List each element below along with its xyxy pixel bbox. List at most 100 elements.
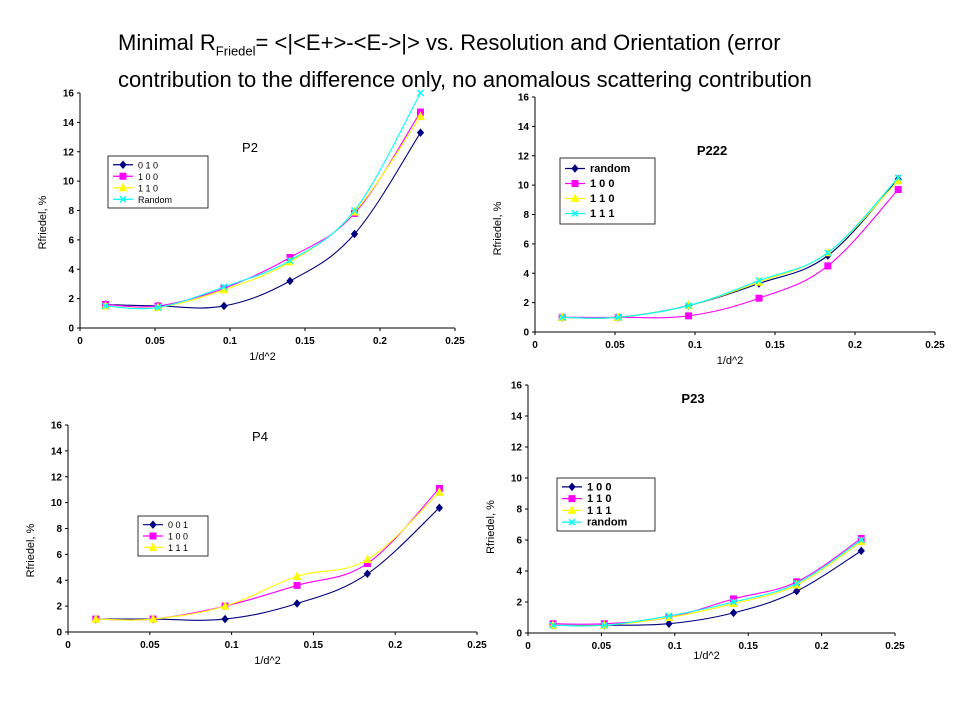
- data-point: [154, 303, 162, 311]
- x-tick-label: 0: [77, 336, 83, 347]
- legend-marker: [570, 193, 580, 202]
- title-prefix: Minimal R: [118, 30, 216, 55]
- x-tick-label: 0.15: [295, 336, 315, 347]
- data-point: [350, 206, 359, 215]
- y-tick-label: 0: [68, 324, 74, 335]
- data-point: [824, 249, 832, 257]
- series-1: [549, 534, 865, 628]
- y-tick-label: 14: [51, 446, 63, 457]
- data-point: [614, 313, 622, 321]
- legend-label: 0 0 1: [168, 520, 188, 530]
- data-point: [416, 89, 425, 97]
- chart-3: 0 2 4 6 8 10 12 14 16 0 0.05 0.1 0.15 0.2 0.25 1/d^2 Rfr…: [485, 381, 905, 663]
- data-point: [894, 186, 902, 194]
- series-2: [548, 536, 866, 629]
- legend: 0 1 0 1 0 01 1 0 Random: [107, 155, 209, 209]
- legend-label: 1 0 0: [168, 532, 188, 542]
- x-tick-label: 0.05: [145, 336, 165, 347]
- series-3: [558, 174, 902, 321]
- data-point: [755, 294, 763, 302]
- data-point: [729, 608, 738, 618]
- data-point: [286, 256, 294, 264]
- legend-marker: [149, 532, 157, 540]
- legend-label: 1 1 1: [168, 543, 188, 553]
- data-point: [729, 598, 738, 606]
- x-tick-label: 0.1: [668, 641, 682, 652]
- y-tick-label: 12: [518, 151, 530, 162]
- series-line: [105, 116, 421, 310]
- y-axis-label: Rfriedel, %: [25, 523, 37, 577]
- y-tick-label: 8: [516, 505, 522, 516]
- data-point: [894, 174, 902, 182]
- x-tick-label: 0: [525, 641, 531, 652]
- y-tick-label: 10: [511, 474, 523, 485]
- series-line: [552, 550, 862, 626]
- data-point: [665, 612, 673, 620]
- chart-0: 0 2 4 6 8 10 12 14 16 0 0.05 0.1 0.15 0.2 0.25 1/d^2 Rfr…: [37, 89, 465, 364]
- data-point: [857, 546, 865, 556]
- data-point: [665, 619, 673, 628]
- x-tick-label: 0.15: [765, 340, 785, 351]
- data-point: [549, 621, 557, 629]
- legend-marker: [568, 495, 576, 503]
- y-tick-label: 4: [523, 269, 529, 280]
- data-point: [824, 262, 832, 270]
- legend-label: 1 1 1: [587, 505, 611, 517]
- x-tick-label: 0: [532, 340, 538, 351]
- legend-label: 1 1 0: [138, 183, 158, 193]
- legend-marker: [119, 195, 127, 203]
- data-point: [792, 586, 801, 596]
- x-tick-label: 0.15: [304, 640, 324, 651]
- legend: random 1 0 0 1 1 0 1 1 1: [559, 157, 656, 225]
- legend-label: 1 1 0: [587, 493, 611, 505]
- y-axis-label: Rfriedel, %: [37, 195, 49, 249]
- series-3: [549, 536, 865, 629]
- series-line: [552, 539, 862, 627]
- series-2: [91, 487, 444, 623]
- data-point: [220, 601, 230, 610]
- legend-label: 1 0 0: [587, 481, 611, 493]
- data-point: [91, 613, 101, 623]
- y-tick-label: 16: [511, 381, 523, 392]
- x-tick-label: 0.15: [738, 641, 758, 652]
- data-point: [293, 581, 301, 589]
- legend-label: random: [590, 163, 631, 175]
- x-tick-label: 0.1: [688, 340, 702, 351]
- data-point: [292, 571, 302, 580]
- y-tick-label: 4: [516, 567, 522, 578]
- series-3: [101, 89, 425, 311]
- y-tick-label: 10: [63, 177, 75, 188]
- title-suffix: = <|<E+>-<E->|> vs. Resolution and Orien…: [118, 30, 812, 93]
- series-2: [101, 111, 425, 311]
- chart-title: P4: [252, 429, 268, 444]
- y-tick-label: 12: [511, 443, 523, 454]
- legend-marker: [118, 182, 128, 192]
- series-1: [102, 108, 424, 310]
- legend-marker: [119, 172, 127, 180]
- x-axis-label: 1/d^2: [717, 355, 744, 367]
- y-tick-label: 0: [523, 328, 529, 339]
- x-tick-label: 0.2: [815, 641, 829, 652]
- x-tick-label: 0.05: [140, 640, 160, 651]
- x-tick-label: 0.05: [605, 340, 625, 351]
- y-tick-label: 8: [56, 524, 62, 535]
- y-tick-label: 14: [511, 412, 523, 423]
- y-tick-label: 16: [63, 89, 75, 100]
- y-tick-label: 6: [68, 235, 74, 246]
- x-tick-label: 0.1: [223, 336, 237, 347]
- data-point: [857, 536, 865, 544]
- legend-label: Random: [138, 195, 172, 205]
- x-tick-label: 0.2: [388, 640, 402, 651]
- y-tick-label: 16: [518, 93, 530, 104]
- y-tick-label: 0: [56, 628, 62, 639]
- data-point: [416, 111, 425, 120]
- title-subscript: Friedel: [215, 43, 256, 59]
- chart-1: 0 2 4 6 8 10 12 14 16 0 0.05 0.1 0.15 0.2 0.25 1/d^2 Rfr…: [492, 93, 945, 368]
- y-tick-label: 16: [51, 421, 63, 432]
- legend-marker: [568, 518, 576, 526]
- page-title: Minimal RFriedel= <|<E+>-<E->|> vs. Reso…: [118, 28, 898, 94]
- x-tick-label: 0.05: [592, 641, 612, 652]
- data-point: [220, 301, 228, 311]
- x-tick-label: 0.25: [467, 640, 487, 651]
